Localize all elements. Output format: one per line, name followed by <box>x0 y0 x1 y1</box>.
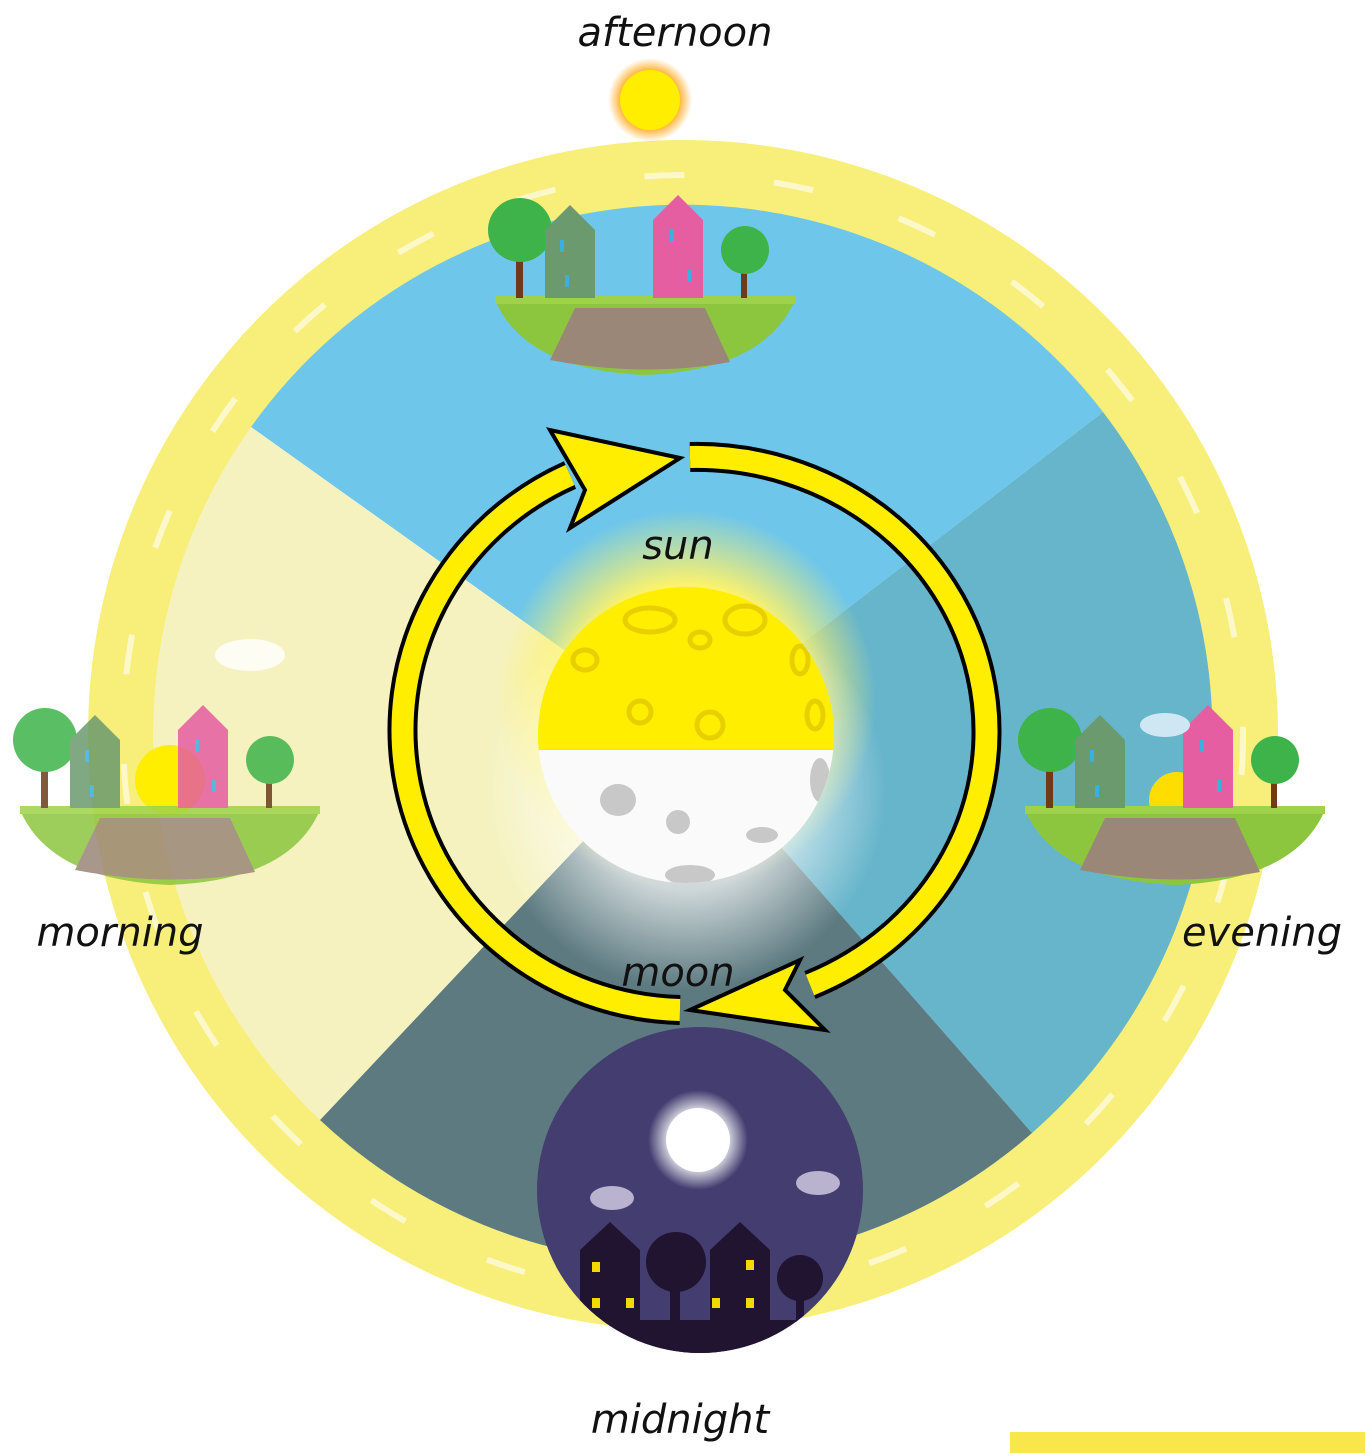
midnight-label: midnight <box>591 1397 771 1443</box>
sun <box>620 70 680 130</box>
day-cycle-diagram: afternoon morning evening midnight sun m… <box>0 0 1365 1453</box>
evening-label: evening <box>1182 910 1342 956</box>
corner-stripe <box>1010 1432 1365 1453</box>
moon-label: moon <box>621 950 734 996</box>
sun-label: sun <box>642 523 714 569</box>
morning-label: morning <box>36 910 203 956</box>
afternoon-label: afternoon <box>578 10 773 56</box>
